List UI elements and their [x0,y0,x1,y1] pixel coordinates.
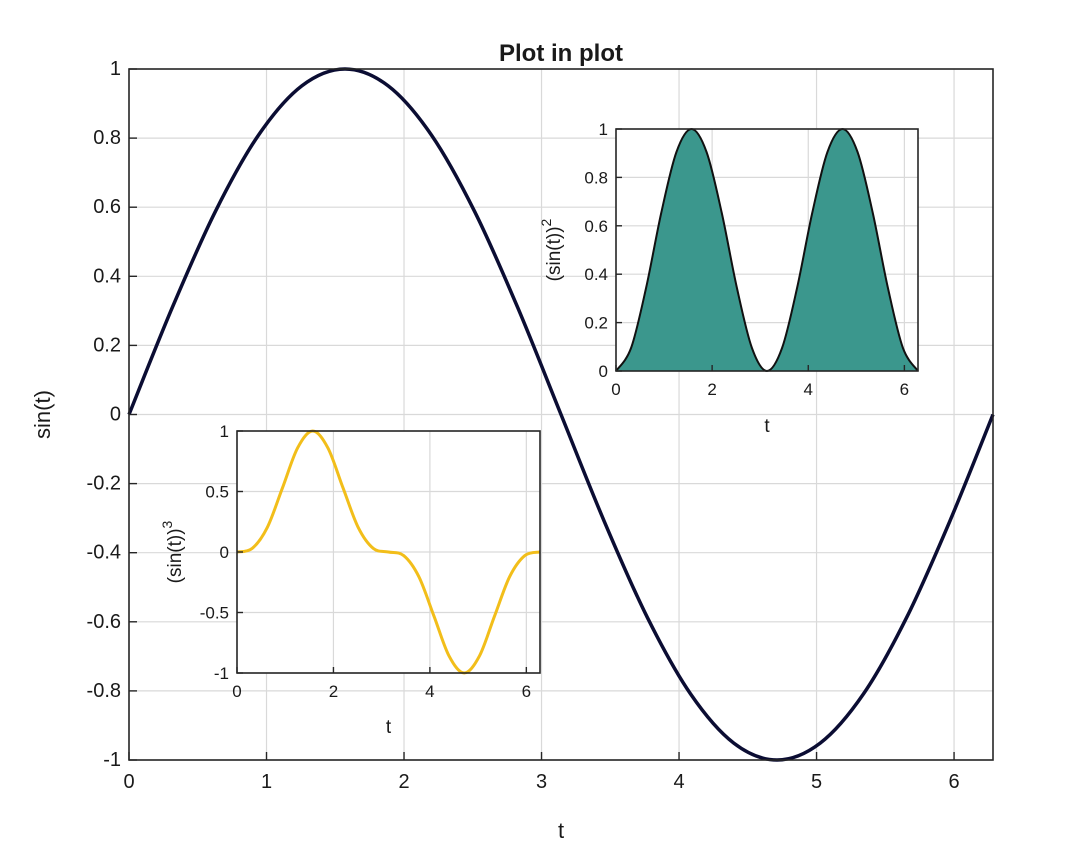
y-tick-label: -0.4 [87,542,121,564]
chart-inset-cubed: 0 2 4 6 -1 -0.5 0 0.5 1 t (sin(t))3 [159,422,541,738]
y-tick-label: 0 [220,543,229,562]
x-tick-label: 2 [398,771,409,793]
y-tick-label: 0 [599,362,608,381]
y-tick-label: 0.5 [205,483,229,502]
y-axis-label-superscript: 2 [538,218,554,226]
y-tick-label: 0.4 [93,265,121,287]
y-tick-label: -0.2 [87,473,121,495]
x-tick-label: 0 [232,682,241,701]
y-axis-label-text: (sin(t)) [544,226,565,281]
y-tick-label: 0.6 [584,217,608,236]
x-tick-label: 6 [948,771,959,793]
y-tick-label: -0.8 [87,680,121,702]
x-tick-label: 2 [707,380,716,399]
x-tick-label: 0 [611,380,620,399]
x-tick-label: 4 [425,682,434,701]
y-tick-label: 1 [599,120,608,139]
y-tick-label: 0.8 [584,168,608,187]
x-tick-label: 1 [261,771,272,793]
x-axis-label: t [558,818,564,843]
x-tick-label: 0 [123,771,134,793]
y-tick-label: -1 [103,749,121,771]
x-tick-label: 4 [804,380,813,399]
y-tick-label: 0.6 [93,196,121,218]
y-tick-label: 1 [220,422,229,441]
x-axis-label: t [764,416,770,437]
y-tick-label: -1 [214,664,229,683]
y-tick-label: 0.2 [584,314,608,333]
y-axis-label-text: (sin(t)) [165,528,186,583]
series-line [236,429,541,675]
y-axis-label: (sin(t))3 [159,520,186,583]
y-tick-label: -0.5 [200,604,229,623]
x-tick-label: 3 [536,771,547,793]
y-axis-label: sin(t) [30,390,55,439]
x-tick-label: 6 [522,682,531,701]
x-tick-label: 5 [811,771,822,793]
y-tick-label: 1 [110,58,121,80]
y-axis-label-text: sin(t) [30,390,55,439]
x-tick-label: 4 [673,771,684,793]
x-tick-label: 6 [900,380,909,399]
x-axis-label: t [386,717,392,738]
y-tick-label: 0.8 [93,127,121,149]
y-axis-label: (sin(t))2 [538,218,565,281]
axes-box [615,128,919,372]
series-area [616,129,918,371]
chart-title: Plot in plot [499,40,623,67]
series-line [127,67,995,762]
y-tick-label: 0.4 [584,265,608,284]
y-tick-label: -0.6 [87,611,121,633]
y-tick-label: 0 [110,404,121,426]
y-axis-label-superscript: 3 [159,520,175,528]
y-tick-label: 0.2 [93,334,121,356]
x-tick-label: 2 [329,682,338,701]
chart-inset-squared: 0 2 4 600.20.40.60.81t(sin(t))2 [538,120,919,437]
